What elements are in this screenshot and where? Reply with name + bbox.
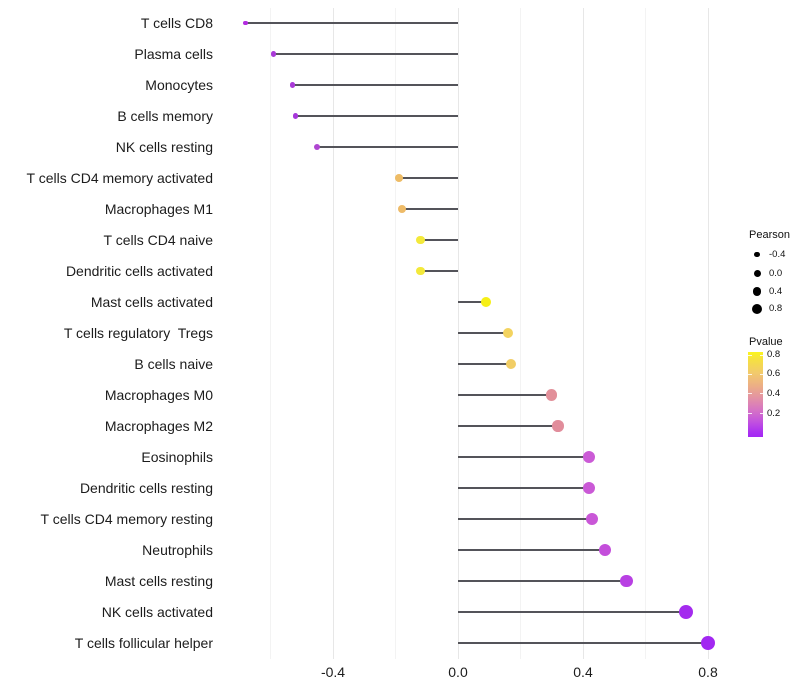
lollipop-stem	[420, 270, 458, 272]
lollipop-point	[598, 543, 612, 557]
lollipop-point	[700, 635, 716, 651]
lollipop-stem	[458, 332, 508, 334]
lollipop-point	[394, 174, 403, 182]
category-label: T cells CD4 memory activated	[26, 170, 213, 186]
lollipop-point	[678, 604, 694, 620]
lollipop-stem	[292, 84, 458, 86]
category-label: T cells regulatory Tregs	[63, 325, 213, 341]
gridline-x-0.4	[582, 8, 584, 659]
category-label: T cells follicular helper	[74, 635, 213, 651]
size-legend-tick-label: 0.0	[769, 267, 783, 279]
lollipop-point	[289, 82, 296, 88]
colorbar-tick-mark	[748, 354, 752, 356]
size-legend-key-dot	[752, 303, 762, 314]
colorbar-tick-label: 0.2	[767, 407, 781, 419]
lollipop-point	[416, 266, 425, 276]
lollipop-point	[292, 113, 299, 119]
pvalue-colorbar	[748, 352, 763, 437]
lollipop-point	[546, 389, 558, 401]
x-axis-tick-label: -0.4	[320, 664, 346, 680]
colorbar-tick-label: 0.4	[767, 387, 781, 399]
lollipop-stem	[458, 611, 687, 613]
category-label: Macrophages M1	[104, 201, 213, 217]
colorbar-tick-mark	[759, 373, 763, 375]
category-label: B cells memory	[117, 108, 213, 124]
category-label: Dendritic cells resting	[79, 480, 213, 496]
lollipop-stem	[458, 518, 593, 520]
lollipop-point	[586, 512, 599, 526]
color-legend-title: Pvalue	[749, 336, 783, 348]
lollipop-stem	[458, 642, 708, 644]
lollipop-point	[397, 205, 406, 213]
size-legend-key-dot	[752, 287, 762, 296]
gridline-x--0.4	[332, 8, 334, 659]
x-axis-tick-label: 0.0	[448, 664, 468, 680]
category-label: NK cells activated	[101, 604, 213, 620]
colorbar-tick-label: 0.8	[767, 349, 781, 361]
category-label: T cells CD8	[140, 15, 213, 31]
lollipop-point	[583, 450, 596, 464]
lollipop-stem	[458, 425, 558, 427]
lollipop-point	[271, 51, 277, 57]
colorbar-tick-mark	[759, 393, 763, 395]
colorbar-tick-mark	[748, 413, 752, 415]
category-label: T cells CD4 memory resting	[40, 511, 213, 527]
lollipop-point	[620, 574, 634, 588]
lollipop-stem	[398, 177, 458, 179]
gridline-x--0.6	[270, 8, 271, 659]
lollipop-stem	[420, 239, 458, 241]
lollipop-stem	[458, 580, 627, 582]
colorbar-tick-mark	[759, 413, 763, 415]
lollipop-stem	[458, 487, 590, 489]
gridline-x--0.2	[395, 8, 396, 659]
category-label: B cells naive	[134, 356, 213, 372]
lollipop-point	[481, 297, 492, 307]
lollipop-stem	[458, 301, 487, 303]
lollipop-stem	[245, 22, 458, 24]
category-label: NK cells resting	[115, 139, 213, 155]
category-label: Macrophages M0	[104, 387, 213, 403]
lollipop-point	[583, 481, 596, 495]
size-legend-key-dot	[753, 269, 761, 277]
colorbar-tick-mark	[748, 373, 752, 375]
size-legend-key-dot	[754, 251, 760, 258]
lollipop-stem	[295, 115, 458, 117]
category-label: Macrophages M2	[104, 418, 213, 434]
colorbar-tick-mark	[759, 354, 763, 356]
x-axis-tick-label: 0.4	[573, 664, 593, 680]
lollipop-stem	[317, 146, 458, 148]
lollipop-stem	[458, 456, 590, 458]
category-label: Dendritic cells activated	[65, 263, 213, 279]
colorbar-tick-mark	[748, 393, 752, 395]
category-label: Neutrophils	[142, 542, 213, 558]
gridline-x-0.8	[707, 8, 709, 659]
lollipop-point	[505, 358, 517, 370]
category-label: Mast cells activated	[90, 294, 213, 310]
colorbar-tick-label: 0.6	[767, 368, 781, 380]
lollipop-point	[552, 420, 564, 432]
size-legend-tick-label: -0.4	[769, 249, 786, 260]
lollipop-stem	[458, 549, 605, 551]
lollipop-stem	[458, 394, 552, 396]
x-axis-tick-label: 0.8	[698, 664, 718, 680]
category-label: Monocytes	[145, 77, 213, 93]
lollipop-point	[314, 143, 321, 151]
lollipop-stem	[458, 363, 512, 365]
category-label: Eosinophils	[141, 449, 213, 465]
category-label: Mast cells resting	[104, 573, 213, 589]
size-legend-title: Pearson	[749, 229, 790, 241]
lollipop-point	[243, 20, 248, 26]
gridline-x-0.2	[520, 8, 521, 659]
size-legend-tick-label: 0.4	[769, 286, 783, 297]
lollipop-stem	[401, 208, 458, 210]
category-label: T cells CD4 naive	[103, 232, 213, 248]
lollipop-point	[416, 235, 425, 245]
lollipop-stem	[273, 53, 458, 55]
gridline-x-0.6	[645, 8, 646, 659]
size-legend-tick-label: 0.8	[769, 303, 783, 314]
lollipop-point	[502, 327, 514, 339]
category-label: Plasma cells	[134, 46, 213, 62]
